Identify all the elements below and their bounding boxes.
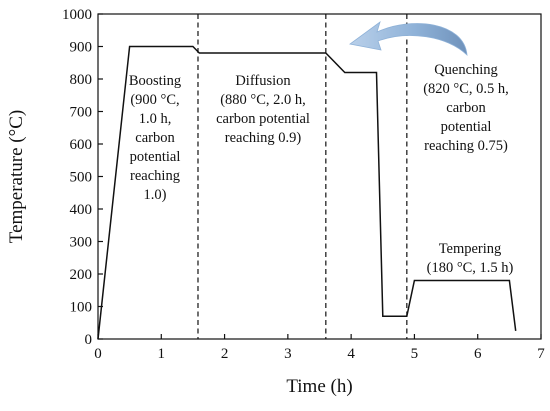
y-tick-label: 700 xyxy=(70,105,93,121)
y-tick-label: 800 xyxy=(70,72,93,88)
annotation-boosting-line: carbon xyxy=(135,130,175,146)
annotation-diffusion: Diffusion (880 °C, 2.0 h, carbon potential… xyxy=(202,72,324,148)
annotation-diffusion-line: Diffusion xyxy=(235,73,291,89)
x-tick-label: 3 xyxy=(284,346,292,362)
y-tick-label: 100 xyxy=(70,300,93,316)
annotation-boosting: Boosting (900 °C, 1.0 h, carbon potential rea… xyxy=(122,72,188,205)
annotation-tempering-line: Tempering xyxy=(438,241,502,257)
annotation-boosting-line: 1.0) xyxy=(143,187,167,203)
x-axis-label: Time (h) xyxy=(286,376,352,397)
x-tick-label: 6 xyxy=(474,346,482,362)
annotation-quenching-line: reaching 0.75) xyxy=(424,138,508,154)
temperature-line xyxy=(97,45,517,340)
annotation-quenching-line: Quenching xyxy=(434,62,498,78)
x-tick-label: 2 xyxy=(221,346,229,362)
x-tick-label: 0 xyxy=(94,346,102,362)
y-tick-label: 900 xyxy=(70,40,93,56)
annotation-boosting-line: reaching xyxy=(130,168,180,184)
annotation-diffusion-line: (880 °C, 2.0 h, xyxy=(220,92,306,108)
annotation-quenching-line: (820 °C, 0.5 h, xyxy=(423,81,509,97)
y-axis-label: Temperature (°C) xyxy=(6,110,27,243)
annotation-tempering-line: (180 °C, 1.5 h) xyxy=(426,260,514,276)
annotation-boosting-line: (900 °C, xyxy=(130,92,180,108)
annotation-diffusion-line: carbon potential xyxy=(216,111,310,127)
curved-arrow-icon xyxy=(349,20,468,57)
annotation-boosting-line: potential xyxy=(129,149,181,165)
annotation-boosting-line: Boosting xyxy=(128,73,182,89)
annotation-boosting-line: 1.0 h, xyxy=(138,111,172,127)
x-tick-label: 4 xyxy=(347,346,355,362)
y-tick-label: 0 xyxy=(85,332,93,348)
y-tick-label: 400 xyxy=(70,202,93,218)
y-tick-label: 600 xyxy=(70,137,93,153)
annotation-diffusion-line: reaching 0.9) xyxy=(224,130,302,146)
y-tick-label: 200 xyxy=(70,267,93,283)
annotation-tempering: Tempering (180 °C, 1.5 h) xyxy=(408,240,532,278)
annotation-quenching: Quenching (820 °C, 0.5 h, carbon potential r… xyxy=(411,61,521,156)
y-tick-label: 500 xyxy=(70,170,93,186)
x-tick-label: 1 xyxy=(158,346,166,362)
y-tick-label: 300 xyxy=(70,235,93,251)
x-tick-label: 7 xyxy=(537,346,545,362)
annotation-quenching-line: carbon xyxy=(446,100,486,116)
annotation-quenching-line: potential xyxy=(440,119,492,135)
y-tick-label: 1000 xyxy=(62,7,92,23)
x-tick-label: 5 xyxy=(411,346,419,362)
